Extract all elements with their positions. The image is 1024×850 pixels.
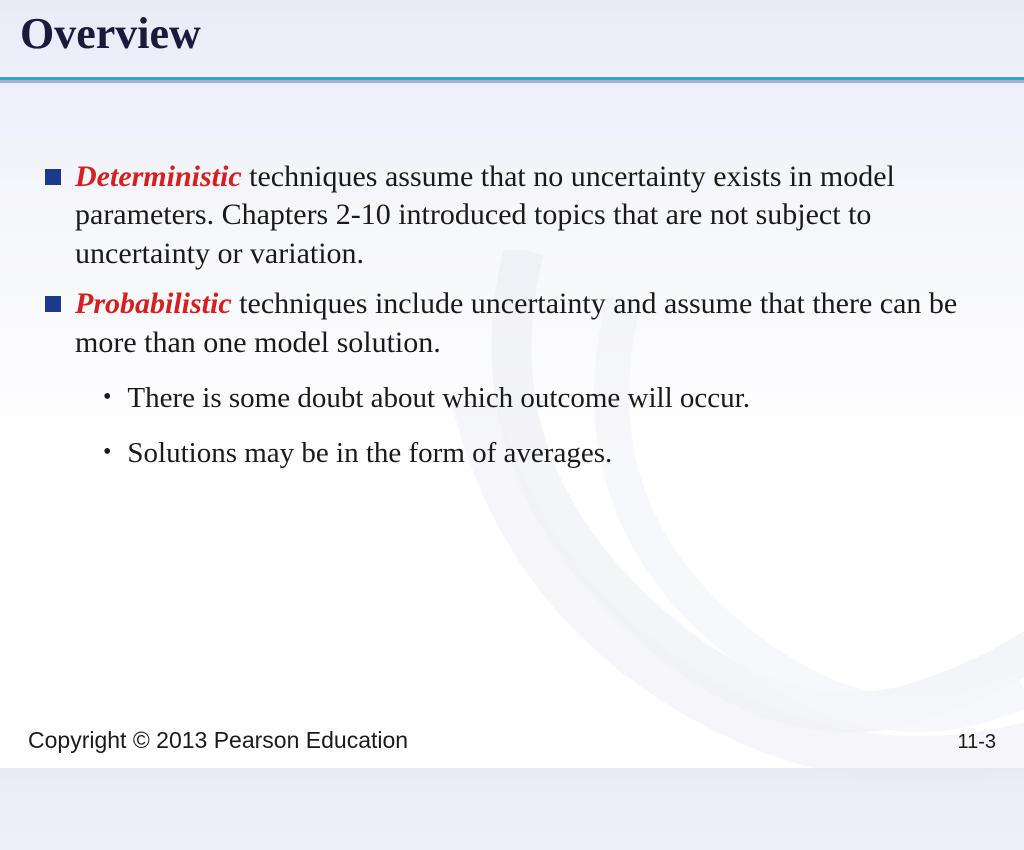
bullet-text: Probabilistic techniques include uncerta… — [75, 285, 979, 362]
sub-bullet-text: Solutions may be in the form of averages… — [127, 435, 612, 472]
bullet-text: Deterministic techniques assume that no … — [75, 158, 979, 273]
copyright-text: Copyright © 2013 Pearson Education — [28, 727, 408, 754]
bullet-item: Probabilistic techniques include uncerta… — [45, 285, 979, 362]
title-divider — [0, 59, 1024, 83]
page-number: 11-3 — [957, 731, 996, 754]
sub-bullet-item: • There is some doubt about which outcom… — [103, 380, 979, 417]
square-bullet-icon — [45, 296, 61, 312]
slide-title: Overview — [0, 0, 1024, 59]
slide-footer: Copyright © 2013 Pearson Education 11-3 — [28, 727, 996, 754]
keyword-emphasis: Probabilistic — [75, 287, 232, 320]
sub-bullet-item: • Solutions may be in the form of averag… — [103, 435, 979, 472]
keyword-emphasis: Deterministic — [75, 160, 242, 193]
square-bullet-icon — [45, 169, 61, 185]
dot-bullet-icon: • — [103, 437, 111, 468]
dot-bullet-icon: • — [103, 382, 111, 413]
slide-content: Deterministic techniques assume that no … — [0, 83, 1024, 472]
sub-bullet-list: • There is some doubt about which outcom… — [103, 380, 979, 472]
sub-bullet-text: There is some doubt about which outcome … — [127, 380, 750, 417]
bullet-item: Deterministic techniques assume that no … — [45, 158, 979, 273]
